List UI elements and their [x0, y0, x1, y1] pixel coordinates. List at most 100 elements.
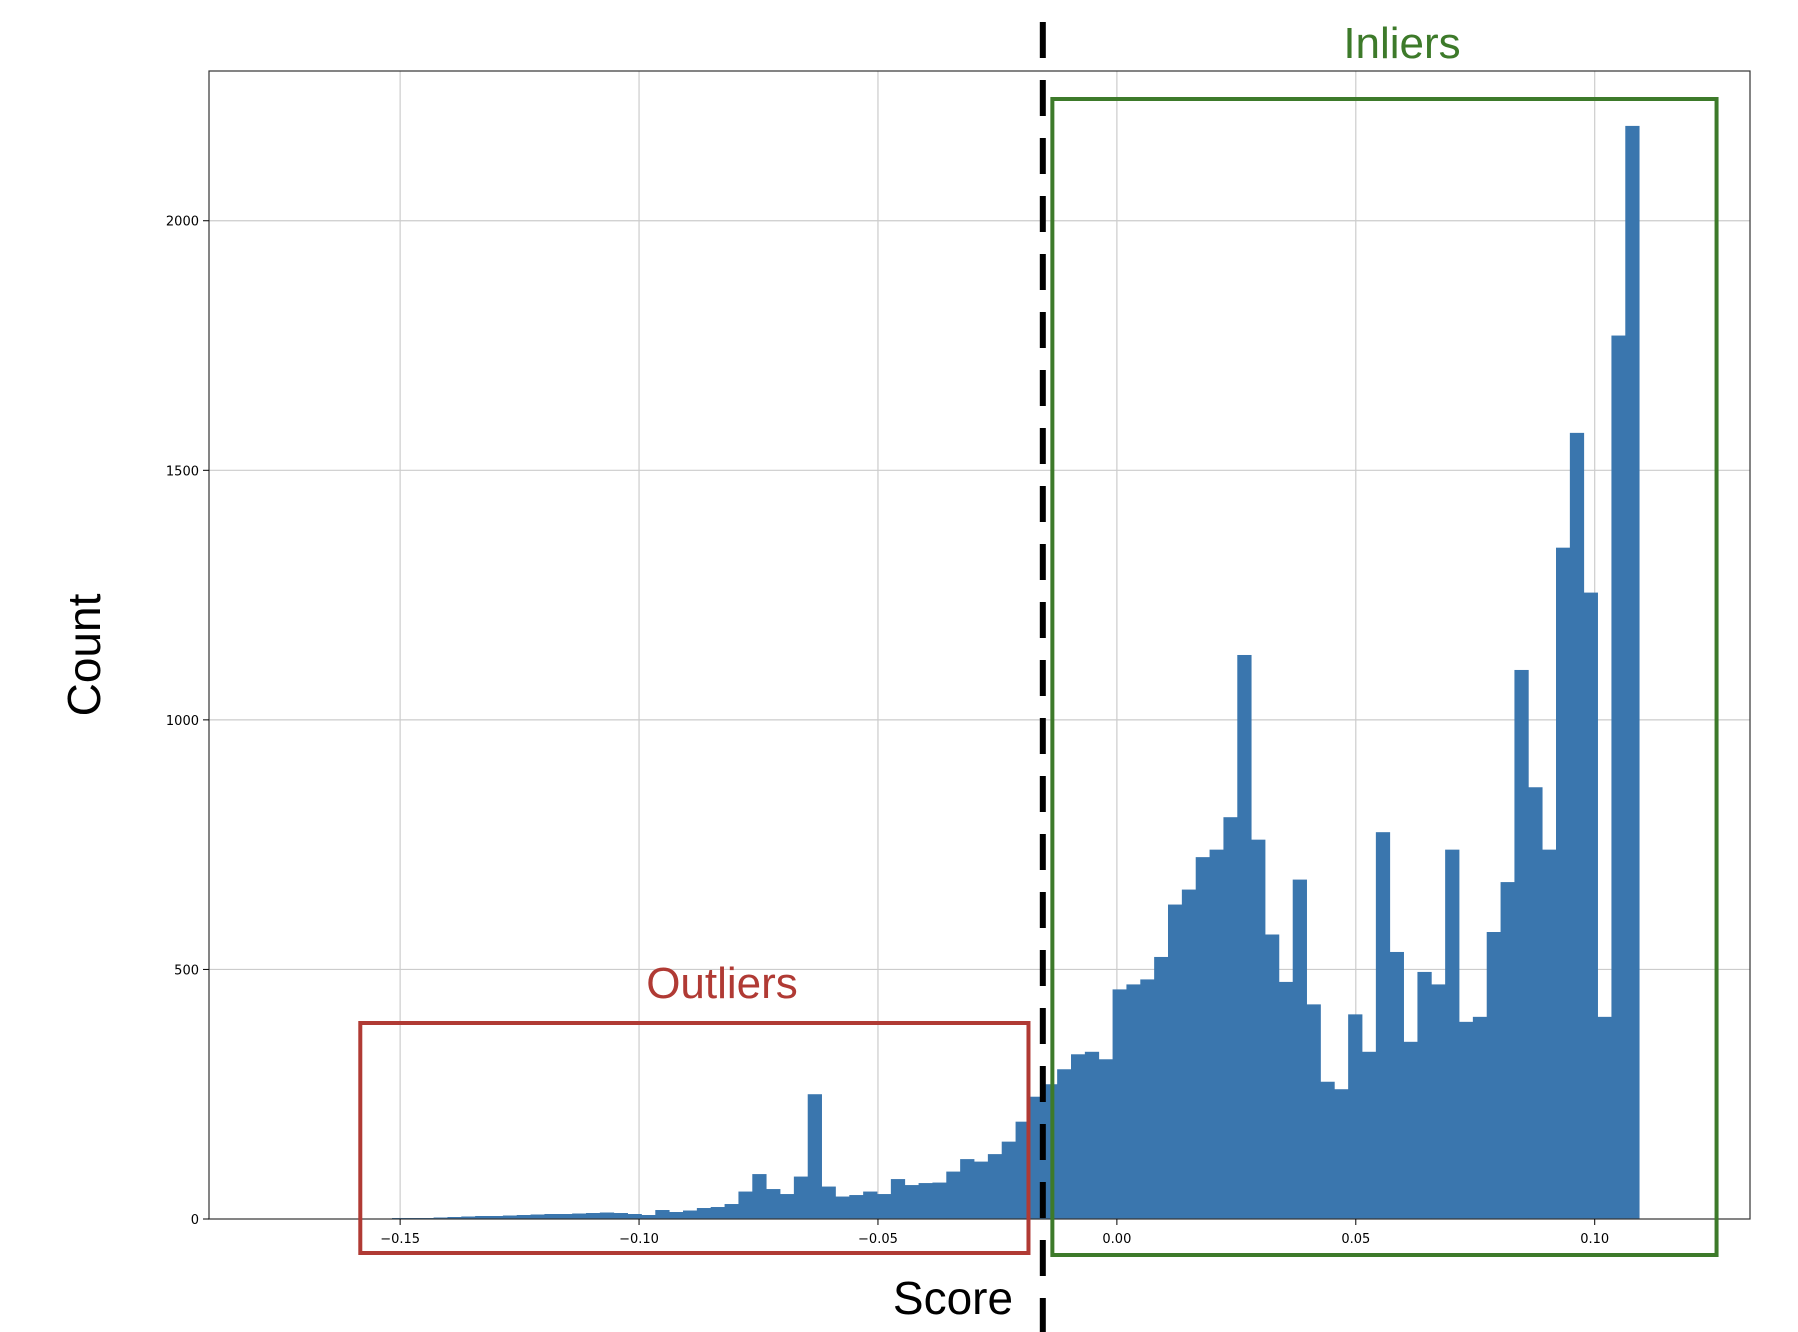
histogram-bar — [1209, 849, 1224, 1219]
plot-frame — [208, 70, 1751, 1220]
histogram-bar — [613, 1213, 628, 1219]
histogram-bar — [1417, 971, 1432, 1219]
x-tick-label: 0.10 — [1580, 1232, 1609, 1247]
histogram-bar — [696, 1208, 712, 1219]
x-tick-label: 0.00 — [1102, 1232, 1131, 1247]
inliers-box — [1050, 97, 1719, 1257]
x-axis-title: Score — [893, 1272, 1013, 1324]
histogram-bar — [1583, 592, 1598, 1219]
histogram-bar — [516, 1215, 531, 1219]
x-tick-label: −0.10 — [619, 1232, 659, 1247]
histogram-bar — [1597, 1016, 1612, 1219]
histogram-bar — [1057, 1069, 1072, 1219]
histogram-bar — [1514, 669, 1529, 1219]
histogram-bar — [1126, 984, 1141, 1219]
inliers-label: Inliers — [1343, 19, 1460, 68]
ticks: −0.15 −0.10 −0.05 0.00 0.05 0.10 0 500 1000 1500 2… — [166, 215, 1609, 1247]
histogram-bar — [461, 1216, 476, 1219]
y-axis-title: Count — [58, 593, 110, 716]
histogram-bar — [502, 1215, 518, 1219]
y-tick-label: 0 — [191, 1213, 199, 1228]
histogram-bar — [724, 1204, 739, 1219]
histogram-bar — [1611, 335, 1626, 1219]
histogram-bar — [1292, 879, 1307, 1219]
x-tick-label: 0.05 — [1341, 1232, 1370, 1247]
histogram-bar — [1528, 787, 1543, 1219]
x-tick-label: −0.15 — [380, 1232, 420, 1247]
histogram-bar — [1431, 984, 1446, 1219]
outliers-label: Outliers — [646, 959, 798, 1008]
histogram-bar — [1334, 1089, 1349, 1219]
histogram-bar — [1154, 956, 1169, 1219]
histogram-bar — [863, 1191, 878, 1219]
histogram-bar — [641, 1215, 656, 1219]
bars — [364, 125, 1640, 1220]
histogram-bar — [1542, 849, 1557, 1219]
histogram-bar — [1098, 1059, 1113, 1219]
histogram-bar — [1015, 1121, 1030, 1219]
histogram-bar — [793, 1176, 809, 1219]
histogram-bar — [586, 1213, 601, 1219]
histogram-bar — [1556, 547, 1571, 1219]
histogram-bar — [627, 1214, 642, 1219]
histogram-bar — [1265, 934, 1280, 1219]
histogram-bar — [475, 1216, 490, 1219]
histogram-bar — [1459, 1021, 1474, 1219]
histogram-bar — [530, 1214, 545, 1219]
histogram-bar — [489, 1216, 504, 1219]
histogram-bar — [599, 1212, 615, 1219]
histogram-bar — [1140, 979, 1155, 1219]
histogram-bar — [1223, 817, 1238, 1219]
histogram-bar — [1403, 1041, 1418, 1219]
histogram-bar — [1486, 932, 1501, 1219]
histogram-bar — [1195, 857, 1210, 1219]
histogram-bar — [1389, 951, 1404, 1219]
histogram-bar — [1500, 882, 1515, 1219]
histogram-bar — [1306, 1004, 1321, 1219]
histogram-bar — [835, 1196, 850, 1219]
histogram-bar — [1251, 839, 1266, 1219]
y-tick-label: 1000 — [166, 714, 199, 729]
histogram-bar — [780, 1194, 795, 1219]
histogram-bar — [890, 1179, 906, 1219]
histogram-bar — [558, 1214, 573, 1219]
histogram-bar — [738, 1191, 753, 1219]
histogram-bar — [1472, 1016, 1488, 1219]
y-tick-label: 2000 — [166, 215, 199, 230]
histogram-bar — [752, 1174, 767, 1219]
outliers-box — [358, 1021, 1031, 1255]
histogram-bar — [1445, 849, 1460, 1219]
y-tick-label: 500 — [174, 963, 199, 978]
histogram-bar — [1362, 1051, 1377, 1219]
histogram-bar — [1001, 1141, 1016, 1219]
histogram-bar — [1375, 832, 1391, 1219]
histogram-bar — [1278, 981, 1294, 1219]
histogram-bar — [1181, 889, 1197, 1219]
histogram-bar — [669, 1212, 684, 1219]
histogram-bar — [1237, 654, 1252, 1219]
histogram-bar — [655, 1210, 670, 1219]
histogram-bar — [1625, 125, 1640, 1220]
histogram-bar — [710, 1207, 725, 1219]
histogram-bar — [849, 1195, 864, 1219]
histogram-bar — [1320, 1081, 1335, 1219]
histogram-bar — [1071, 1054, 1086, 1219]
histogram-bar — [683, 1210, 698, 1219]
histogram-bar — [1569, 432, 1585, 1219]
histogram-bar — [433, 1217, 448, 1219]
y-tick-label: 1500 — [166, 464, 199, 479]
histogram-bar — [946, 1171, 961, 1219]
histogram-bar — [960, 1159, 975, 1219]
histogram-bar — [1112, 989, 1127, 1219]
x-tick-label: −0.05 — [858, 1232, 898, 1247]
histogram-bar — [447, 1217, 462, 1219]
histogram-bar — [1168, 904, 1183, 1219]
histogram-bar — [572, 1213, 587, 1219]
histogram-bar — [918, 1183, 933, 1219]
histogram-bar — [904, 1185, 919, 1219]
histogram-bar — [877, 1194, 892, 1219]
histogram-bar — [821, 1186, 836, 1219]
histogram-bar — [987, 1154, 1003, 1219]
histogram-bar — [932, 1182, 947, 1219]
